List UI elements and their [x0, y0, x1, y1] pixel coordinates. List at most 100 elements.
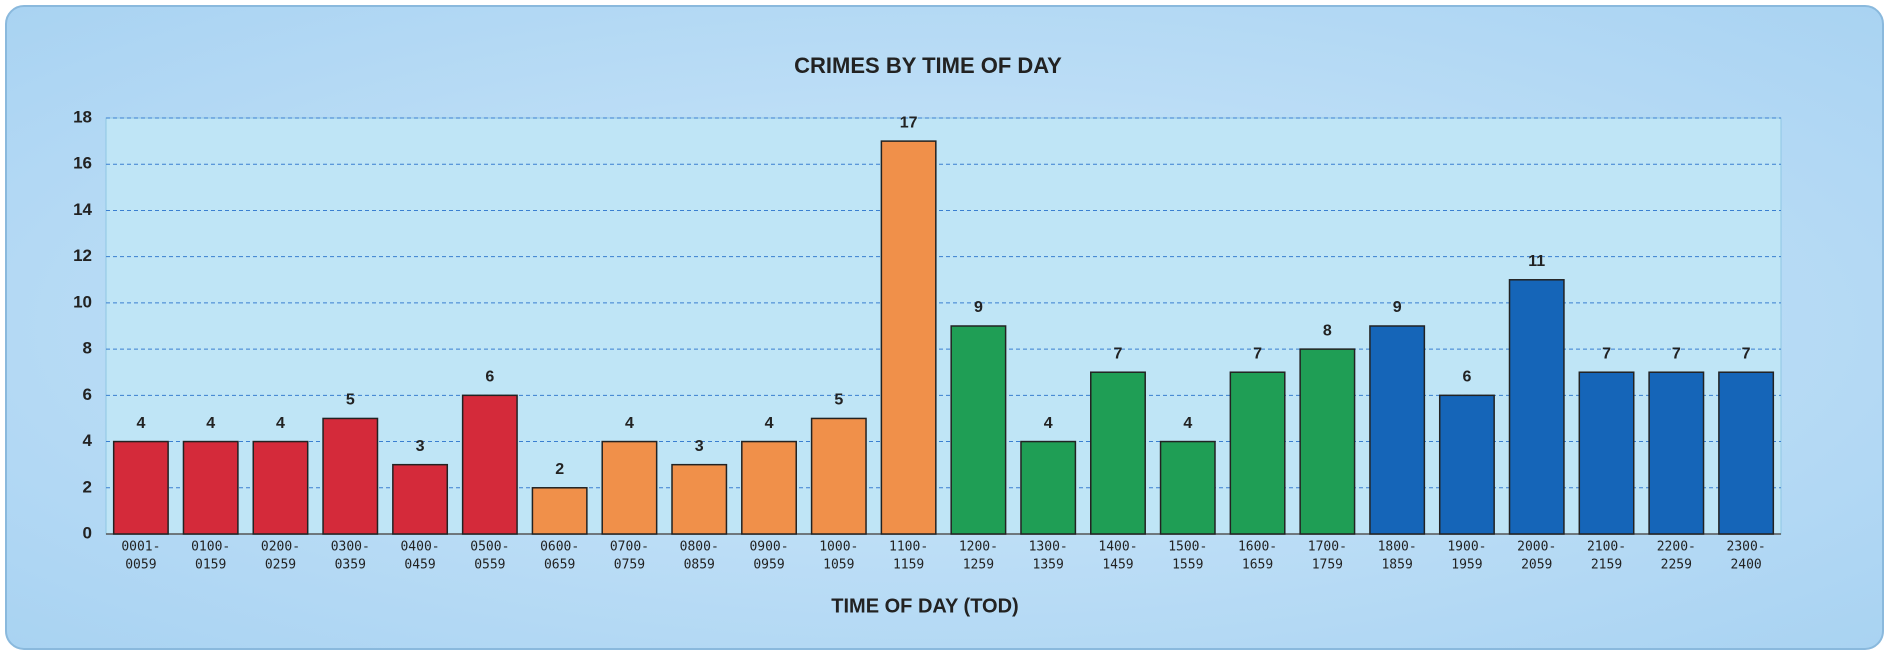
x-tick-label: 1700- — [1308, 540, 1347, 555]
y-tick-label: 8 — [83, 339, 92, 358]
data-label: 2 — [555, 461, 564, 478]
data-label: 3 — [695, 438, 704, 455]
x-tick-label: 0100- — [191, 540, 230, 555]
x-tick-label: 1359 — [1033, 558, 1064, 573]
x-tick-label: 1100- — [889, 540, 928, 555]
data-label: 7 — [1672, 345, 1681, 362]
bar — [810, 417, 867, 535]
x-tick-label: 2400 — [1730, 558, 1761, 573]
bar — [182, 440, 239, 535]
chart-title: CRIMES BY TIME OF DAY — [794, 53, 1062, 78]
x-tick-label: 0259 — [265, 558, 296, 573]
bar — [112, 440, 169, 535]
x-tick-label: 1000- — [819, 540, 858, 555]
x-tick-label: 1400- — [1098, 540, 1137, 555]
data-label: 4 — [1183, 415, 1192, 432]
data-label: 9 — [1393, 299, 1402, 316]
x-tick-label: 1300- — [1029, 540, 1068, 555]
bar — [1369, 325, 1426, 535]
x-tick-label: 1459 — [1102, 558, 1133, 573]
data-label: 8 — [1323, 322, 1332, 339]
x-tick-label: 1600- — [1238, 540, 1277, 555]
x-tick-label: 1800- — [1378, 540, 1417, 555]
bar — [741, 440, 797, 535]
x-tick-label: 1900- — [1447, 540, 1486, 555]
x-tick-label: 0500- — [470, 540, 509, 555]
x-tick-label: 2259 — [1661, 558, 1692, 573]
y-tick-label: 14 — [73, 200, 92, 219]
x-tick-label: 1959 — [1451, 558, 1482, 573]
data-label: 4 — [206, 415, 215, 432]
data-label: 6 — [1462, 369, 1471, 386]
data-label: 5 — [346, 392, 355, 409]
x-tick-label: 1259 — [963, 558, 994, 573]
data-label: 17 — [900, 114, 918, 131]
bar — [1438, 394, 1495, 535]
bar — [322, 417, 379, 535]
bar — [1648, 371, 1705, 535]
y-tick-label: 2 — [83, 477, 92, 496]
bar — [1090, 371, 1146, 535]
x-tick-label: 2200- — [1657, 540, 1696, 555]
x-tick-label: 0959 — [753, 558, 784, 573]
data-label: 7 — [1742, 345, 1751, 362]
y-tick-label: 10 — [73, 292, 92, 311]
x-tick-label: 1759 — [1312, 558, 1343, 573]
data-label: 7 — [1253, 345, 1262, 362]
plot-area — [105, 117, 1782, 535]
x-tick-label: 1059 — [823, 558, 854, 573]
bar — [252, 440, 309, 535]
data-label: 3 — [416, 438, 425, 455]
data-label: 7 — [1114, 345, 1123, 362]
x-tick-label: 2300- — [1727, 540, 1766, 555]
x-tick-label: 0859 — [684, 558, 715, 573]
y-tick-label: 18 — [73, 107, 92, 126]
data-label: 5 — [834, 392, 843, 409]
x-tick-label: 0759 — [614, 558, 645, 573]
data-label: 4 — [765, 415, 774, 432]
bar — [1578, 371, 1635, 535]
y-tick-label: 12 — [73, 246, 92, 265]
y-tick-label: 4 — [83, 431, 93, 450]
data-label: 4 — [136, 415, 145, 432]
x-tick-label: 0001- — [121, 540, 160, 555]
x-tick-label: 0659 — [544, 558, 575, 573]
bar — [880, 140, 937, 535]
x-tick-label: 0359 — [335, 558, 366, 573]
data-label: 7 — [1602, 345, 1611, 362]
x-tick-label: 1159 — [893, 558, 924, 573]
data-label: 4 — [1044, 415, 1053, 432]
bar — [392, 463, 449, 535]
y-tick-label: 0 — [83, 523, 92, 542]
x-tick-label: 1859 — [1381, 558, 1412, 573]
x-tick-label: 1500- — [1168, 540, 1207, 555]
bar — [1299, 348, 1356, 535]
x-tick-label: 2059 — [1521, 558, 1552, 573]
bar — [601, 440, 658, 535]
bar — [1159, 440, 1216, 535]
x-tick-label: 2000- — [1517, 540, 1556, 555]
x-tick-label: 0400- — [400, 540, 439, 555]
data-label: 6 — [485, 369, 494, 386]
x-tick-label: 0900- — [749, 540, 788, 555]
y-tick-label: 6 — [83, 385, 92, 404]
data-label: 9 — [974, 299, 983, 316]
data-label: 4 — [625, 415, 634, 432]
bar — [1718, 371, 1775, 535]
x-tick-label: 0059 — [125, 558, 156, 573]
bar — [1229, 371, 1286, 535]
bar — [671, 463, 728, 535]
bar — [1020, 440, 1077, 535]
bar — [950, 325, 1007, 535]
y-tick-label: 16 — [73, 154, 92, 173]
bar — [1508, 279, 1565, 535]
x-tick-label: 0459 — [404, 558, 435, 573]
x-tick-label: 0800- — [680, 540, 719, 555]
data-label: 11 — [1528, 253, 1545, 270]
x-tick-label: 2100- — [1587, 540, 1626, 555]
x-tick-label: 2159 — [1591, 558, 1622, 573]
x-tick-label: 1200- — [959, 540, 998, 555]
x-tick-label: 0300- — [331, 540, 370, 555]
data-label: 4 — [276, 415, 285, 432]
